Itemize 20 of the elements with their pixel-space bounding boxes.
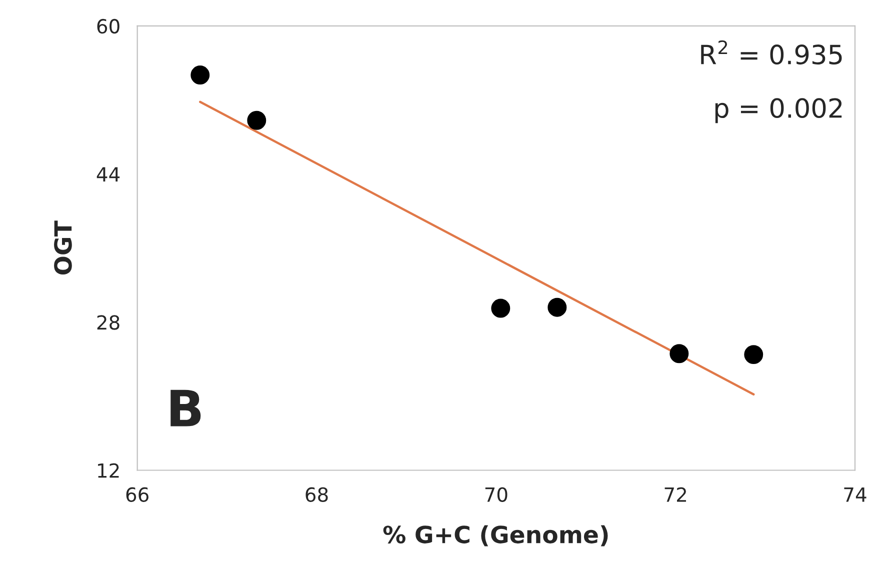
y-tick-label: 12 [98, 463, 119, 478]
y-axis-title: OGT [54, 220, 72, 275]
x-tick-label: 70 [485, 487, 508, 502]
y-tick-label: 44 [96, 167, 120, 182]
annotation: R$^{2}$ = 0.935 [701, 40, 842, 65]
y-tick-label: 60 [97, 18, 120, 34]
point [491, 298, 510, 318]
annotation: p = 0.002 [715, 98, 842, 124]
annotation: B [170, 390, 201, 426]
point [548, 298, 567, 317]
x-tick-label: 74 [844, 488, 866, 502]
point [744, 345, 764, 364]
point [247, 110, 266, 130]
x-tick-label: 72 [664, 487, 686, 502]
x-tick-label: 68 [306, 487, 328, 502]
point [190, 66, 210, 84]
y-tick-label: 28 [97, 315, 120, 330]
x-tick-label: 66 [126, 487, 148, 502]
point [670, 344, 689, 364]
x-axis-title: % G+C (Genome) [383, 525, 608, 546]
